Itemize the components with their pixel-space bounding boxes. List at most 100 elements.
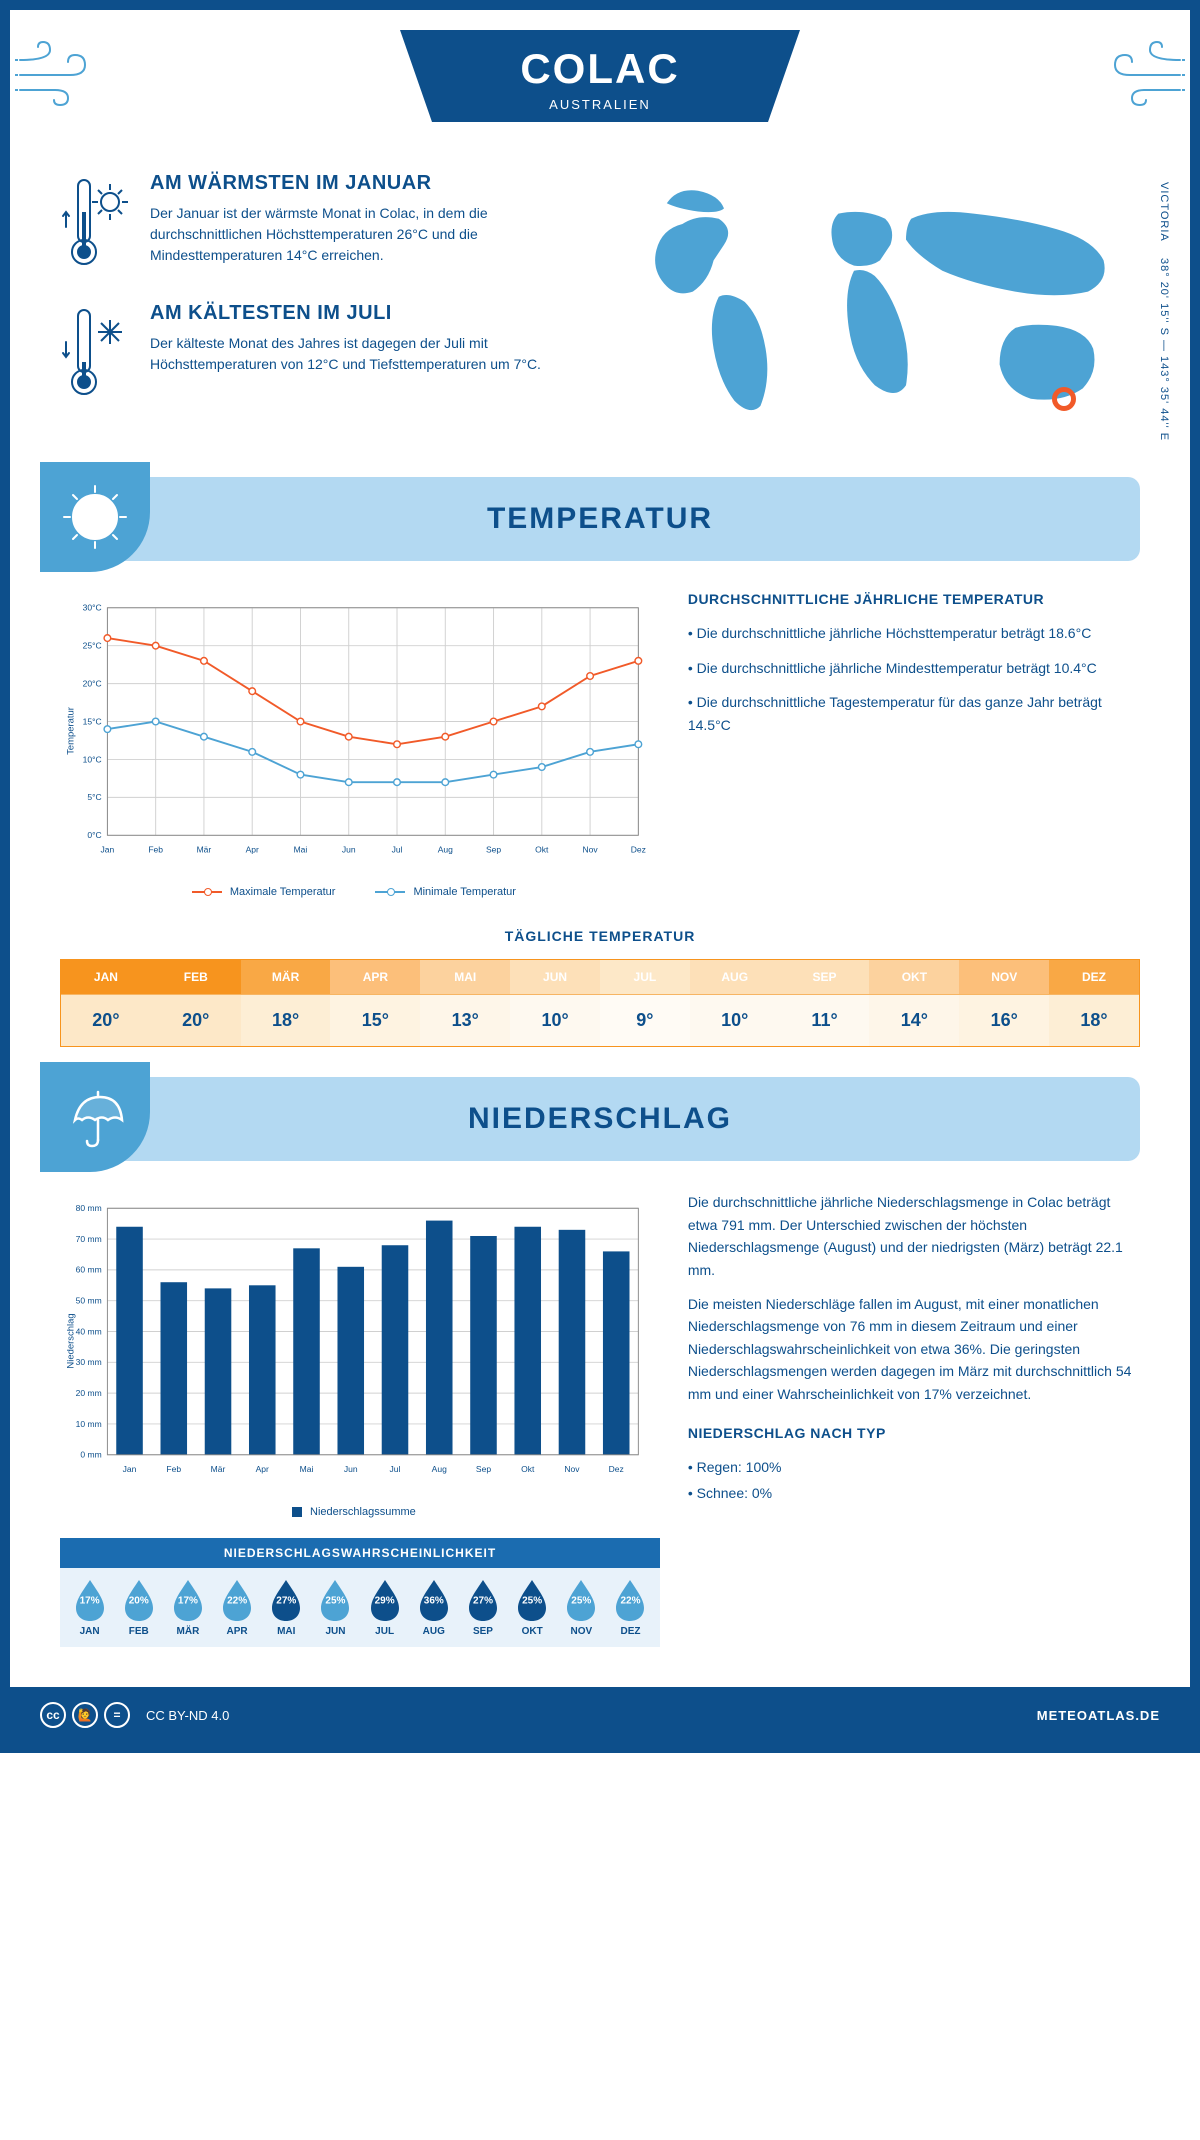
- prob-cell: 25% NOV: [557, 1578, 606, 1637]
- prob-cell: 27% SEP: [458, 1578, 507, 1637]
- svg-text:Okt: Okt: [521, 1464, 535, 1474]
- warm-title: AM WÄRMSTEN IM JANUAR: [150, 172, 580, 195]
- svg-text:Jul: Jul: [390, 1464, 401, 1474]
- temp-col: DEZ 18°: [1049, 960, 1139, 1046]
- svg-text:0 mm: 0 mm: [80, 1450, 101, 1460]
- temp-legend: .legend-item:nth-child(1) .legend-line::…: [60, 886, 648, 898]
- wind-icon-right: [1070, 30, 1190, 110]
- page-footer: cc 🙋 = CC BY-ND 4.0 METEOATLAS.DE: [10, 1687, 1190, 1743]
- title-banner: COLAC AUSTRALIEN: [400, 30, 800, 122]
- prob-cell: 17% JAN: [65, 1578, 114, 1637]
- precip-legend: Niederschlagssumme: [60, 1506, 648, 1518]
- svg-text:Jun: Jun: [342, 845, 356, 855]
- page-header: COLAC AUSTRALIEN: [10, 10, 1190, 162]
- svg-text:Niederschlag: Niederschlag: [65, 1314, 76, 1369]
- svg-text:Apr: Apr: [246, 845, 259, 855]
- prob-cell: 17% MÄR: [163, 1578, 212, 1637]
- umbrella-icon: [40, 1062, 150, 1172]
- temperature-line-chart: 0°C 5°C 10°C 15°C 20°C 25°C 30°C Jan Feb Mär Apr Ma…: [60, 591, 648, 871]
- license-badges: cc 🙋 = CC BY-ND 4.0: [40, 1702, 229, 1728]
- svg-text:80 mm: 80 mm: [76, 1203, 102, 1213]
- site-name: METEOATLAS.DE: [1037, 1708, 1160, 1723]
- warmest-fact: AM WÄRMSTEN IM JANUAR Der Januar ist der…: [60, 172, 580, 272]
- cold-title: AM KÄLTESTEN IM JULI: [150, 302, 580, 325]
- svg-text:Mär: Mär: [197, 845, 212, 855]
- prob-cell: 22% APR: [213, 1578, 262, 1637]
- svg-text:25°C: 25°C: [83, 641, 102, 651]
- temp-col: JUN 10°: [510, 960, 600, 1046]
- sun-icon: [40, 462, 150, 572]
- temp-col: AUG 10°: [690, 960, 780, 1046]
- precipitation-section-header: NIEDERSCHLAG: [60, 1077, 1140, 1161]
- temp-col: JUL 9°: [600, 960, 690, 1046]
- svg-text:Feb: Feb: [148, 845, 163, 855]
- precipitation-probability: NIEDERSCHLAGSWAHRSCHEINLICHKEIT 17% JAN …: [60, 1538, 660, 1647]
- city-title: COLAC: [480, 45, 720, 93]
- temperature-section-header: TEMPERATUR: [60, 477, 1140, 561]
- coldest-fact: AM KÄLTESTEN IM JULI Der kälteste Monat …: [60, 302, 580, 402]
- temp-col: SEP 11°: [780, 960, 870, 1046]
- temp-col: OKT 14°: [869, 960, 959, 1046]
- svg-text:Jun: Jun: [344, 1464, 358, 1474]
- svg-text:30 mm: 30 mm: [76, 1358, 102, 1368]
- wind-icon-left: [10, 30, 130, 110]
- svg-text:Sep: Sep: [476, 1464, 491, 1474]
- svg-text:Dez: Dez: [609, 1464, 624, 1474]
- precipitation-bar-chart: 0 mm 10 mm 20 mm 30 mm 40 mm 50 mm 60 mm 70 mm 8…: [60, 1191, 648, 1491]
- svg-text:15°C: 15°C: [83, 717, 102, 727]
- temp-col: MAI 13°: [420, 960, 510, 1046]
- svg-text:Jan: Jan: [101, 845, 115, 855]
- temperature-summary: DURCHSCHNITTLICHE JÄHRLICHE TEMPERATUR •…: [688, 591, 1140, 898]
- cold-text: Der kälteste Monat des Jahres ist dagege…: [150, 333, 580, 375]
- svg-text:Nov: Nov: [583, 845, 599, 855]
- svg-text:Feb: Feb: [166, 1464, 181, 1474]
- precipitation-title: NIEDERSCHLAG: [60, 1102, 1140, 1136]
- svg-text:Aug: Aug: [432, 1464, 447, 1474]
- precipitation-summary: Die durchschnittliche jährliche Niedersc…: [688, 1191, 1140, 1518]
- prob-cell: 20% FEB: [114, 1578, 163, 1637]
- svg-text:Temperatur: Temperatur: [65, 707, 76, 755]
- svg-text:40 mm: 40 mm: [76, 1327, 102, 1337]
- temp-col: MÄR 18°: [241, 960, 331, 1046]
- svg-text:Mai: Mai: [300, 1464, 314, 1474]
- svg-text:Dez: Dez: [631, 845, 646, 855]
- prob-cell: 27% MAI: [262, 1578, 311, 1637]
- svg-text:Okt: Okt: [535, 845, 549, 855]
- prob-cell: 25% OKT: [508, 1578, 557, 1637]
- prob-cell: 36% AUG: [409, 1578, 458, 1637]
- daily-temp-title: TÄGLICHE TEMPERATUR: [60, 928, 1140, 944]
- temperature-title: TEMPERATUR: [60, 502, 1140, 536]
- svg-text:10°C: 10°C: [83, 755, 102, 765]
- svg-text:Mai: Mai: [294, 845, 308, 855]
- svg-text:Jan: Jan: [123, 1464, 137, 1474]
- prob-cell: 25% JUN: [311, 1578, 360, 1637]
- svg-text:30°C: 30°C: [83, 603, 102, 613]
- daily-temp-table: JAN 20°FEB 20°MÄR 18°APR 15°MAI 13°JUN 1…: [60, 959, 1140, 1047]
- svg-text:Aug: Aug: [438, 845, 453, 855]
- svg-text:0°C: 0°C: [87, 831, 101, 841]
- svg-text:10 mm: 10 mm: [76, 1419, 102, 1429]
- svg-text:Apr: Apr: [256, 1464, 269, 1474]
- svg-text:5°C: 5°C: [87, 793, 101, 803]
- svg-text:Mär: Mär: [211, 1464, 226, 1474]
- svg-text:60 mm: 60 mm: [76, 1265, 102, 1275]
- svg-text:50 mm: 50 mm: [76, 1296, 102, 1306]
- svg-text:Jul: Jul: [392, 845, 403, 855]
- thermometer-cold-icon: [60, 302, 130, 402]
- country-subtitle: AUSTRALIEN: [480, 97, 720, 112]
- svg-text:70 mm: 70 mm: [76, 1234, 102, 1244]
- temp-col: FEB 20°: [151, 960, 241, 1046]
- svg-text:20°C: 20°C: [83, 679, 102, 689]
- prob-cell: 29% JUL: [360, 1578, 409, 1637]
- svg-text:20 mm: 20 mm: [76, 1388, 102, 1398]
- coordinates: VICTORIA 38° 20' 15'' S — 143° 35' 44'' …: [1158, 182, 1170, 441]
- svg-text:Nov: Nov: [564, 1464, 580, 1474]
- location-marker: [1052, 387, 1076, 411]
- temp-col: JAN 20°: [61, 960, 151, 1046]
- warm-text: Der Januar ist der wärmste Monat in Cola…: [150, 203, 580, 266]
- temp-col: NOV 16°: [959, 960, 1049, 1046]
- svg-text:Sep: Sep: [486, 845, 501, 855]
- thermometer-hot-icon: [60, 172, 130, 272]
- temp-col: APR 15°: [330, 960, 420, 1046]
- prob-cell: 22% DEZ: [606, 1578, 655, 1637]
